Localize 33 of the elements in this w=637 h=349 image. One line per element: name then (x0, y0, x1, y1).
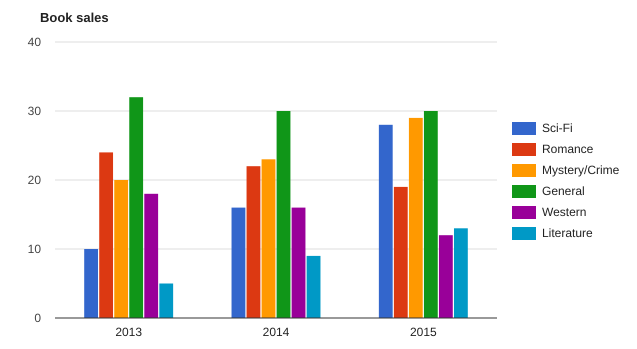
x-tick-label: 2015 (410, 325, 438, 339)
bar (129, 97, 144, 318)
bar (424, 111, 438, 318)
legend-label: Romance (542, 142, 594, 156)
bar (306, 256, 320, 318)
bar (394, 186, 408, 318)
y-tick-label: 20 (28, 173, 42, 188)
bar (408, 118, 423, 318)
chart-title: Book sales (40, 10, 109, 25)
bar (114, 180, 128, 318)
bar (262, 159, 276, 318)
y-tick-label: 10 (28, 242, 42, 256)
bar (99, 152, 114, 318)
bar (438, 235, 453, 318)
y-tick-label: 40 (28, 35, 42, 50)
bar (144, 194, 158, 318)
bar (378, 124, 393, 318)
bar (292, 208, 306, 318)
x-tick-label: 2014 (262, 325, 290, 339)
bar (246, 166, 260, 318)
bar (232, 208, 246, 318)
legend-label: Literature (542, 226, 594, 240)
y-tick-label: 30 (28, 104, 42, 118)
legend-label: Western (542, 205, 586, 220)
bar (454, 228, 468, 318)
x-tick-label: 2013 (115, 325, 142, 339)
legend-label: Mystery/Crime (542, 163, 620, 178)
bar (84, 249, 98, 318)
bar (276, 111, 290, 318)
y-tick-label: 0 (34, 311, 42, 326)
bar (159, 284, 174, 318)
legend-label: Sci-Fi (542, 121, 573, 136)
legend-label: General (542, 184, 585, 198)
